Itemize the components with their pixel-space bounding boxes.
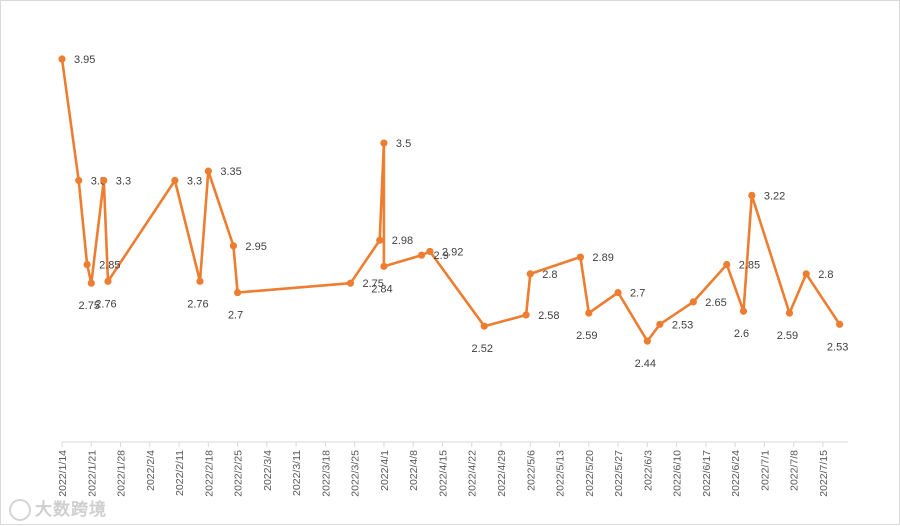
data-point xyxy=(376,236,384,244)
data-point xyxy=(233,288,242,297)
data-point xyxy=(480,322,488,330)
data-label: 2.53 xyxy=(672,319,693,331)
data-label: 2.53 xyxy=(827,341,848,353)
x-tick-label: 2022/2/25 xyxy=(233,450,245,497)
data-label: 2.59 xyxy=(777,330,798,342)
x-tick-label: 2022/7/8 xyxy=(789,450,801,491)
data-point xyxy=(83,260,91,269)
x-tick-label: 2022/5/6 xyxy=(525,450,537,491)
x-tick-label: 2022/4/8 xyxy=(408,450,420,491)
x-tick-label: 2022/3/25 xyxy=(350,450,362,497)
data-label: 2.65 xyxy=(705,297,726,309)
x-tick-label: 2022/5/20 xyxy=(584,450,596,497)
data-label: 2.85 xyxy=(739,260,760,272)
x-tick-label: 2022/3/4 xyxy=(262,450,274,491)
data-point xyxy=(100,176,108,185)
x-tick-label: 2022/4/29 xyxy=(496,450,508,497)
data-point xyxy=(723,260,731,269)
x-tick-label: 2022/7/15 xyxy=(818,450,830,497)
x-tick-label: 2022/4/15 xyxy=(437,450,449,497)
data-point xyxy=(802,270,810,278)
x-tick-label: 2022/4/22 xyxy=(467,450,479,497)
x-tick-label: 2022/2/11 xyxy=(174,450,186,496)
x-tick-label: 2022/6/24 xyxy=(730,450,742,497)
data-point xyxy=(346,279,355,287)
data-point xyxy=(526,270,534,278)
data-label: 2.95 xyxy=(245,241,266,253)
series-line xyxy=(60,57,841,343)
data-label: 2.58 xyxy=(538,310,559,322)
brand-logo-icon xyxy=(9,499,31,521)
data-label: 2.98 xyxy=(392,235,413,247)
data-point xyxy=(689,298,697,306)
x-tick-label: 2022/2/18 xyxy=(203,450,215,497)
data-label: 3.3 xyxy=(116,175,131,187)
data-label: 2.84 xyxy=(371,283,392,295)
data-point xyxy=(229,242,238,250)
data-label: 2.8 xyxy=(818,269,833,281)
data-label: 2.75 xyxy=(79,300,100,312)
data-point xyxy=(380,139,388,147)
x-tick-label: 2022/7/1 xyxy=(759,450,771,491)
data-point xyxy=(171,176,179,185)
data-point xyxy=(643,337,651,345)
x-tick-label: 2022/3/11 xyxy=(291,450,303,496)
data-point xyxy=(614,288,622,297)
x-tick-label: 2022/1/28 xyxy=(116,450,128,497)
data-label: 3.3 xyxy=(187,175,202,187)
data-label: 2.44 xyxy=(635,358,656,370)
data-label: 3.5 xyxy=(396,138,411,150)
x-tick-label: 2022/2/4 xyxy=(145,450,157,491)
watermark: 大数跨境 xyxy=(9,495,107,521)
data-point xyxy=(417,251,426,259)
x-tick-label: 2022/1/14 xyxy=(57,450,69,497)
data-point xyxy=(585,309,593,317)
data-label: 2.85 xyxy=(99,260,120,272)
data-point xyxy=(204,167,212,175)
data-point xyxy=(785,309,794,317)
data-label: 3.22 xyxy=(764,190,785,202)
data-label: 2.6 xyxy=(734,328,749,340)
data-point xyxy=(576,253,585,261)
data-label: 3.95 xyxy=(74,54,95,66)
data-point xyxy=(380,262,388,270)
data-label: 2.7 xyxy=(228,310,243,322)
data-point xyxy=(656,320,664,328)
data-point xyxy=(739,307,748,315)
x-tick-label: 2022/5/27 xyxy=(613,450,625,497)
data-point xyxy=(196,277,204,285)
data-point xyxy=(58,55,66,63)
data-point xyxy=(104,277,112,285)
data-label: 2.75 xyxy=(362,278,383,290)
data-label: 2.52 xyxy=(472,343,493,355)
data-point xyxy=(836,320,844,328)
data-label: 2.76 xyxy=(187,298,208,310)
data-label: 2.59 xyxy=(576,330,597,342)
data-label: 2.9 xyxy=(434,250,449,262)
data-point xyxy=(748,191,756,199)
x-tick-label: 2022/6/10 xyxy=(672,450,684,497)
data-point xyxy=(87,279,95,287)
x-tick-label: 2022/5/13 xyxy=(555,450,567,497)
x-tick-label: 2022/3/18 xyxy=(320,450,332,497)
x-tick-label: 2022/6/3 xyxy=(642,450,654,491)
watermark-text: 大数跨境 xyxy=(35,500,107,520)
data-point xyxy=(522,311,530,319)
x-tick-label: 2022/4/1 xyxy=(379,450,391,491)
x-tick-label: 2022/1/21 xyxy=(86,450,98,497)
data-label: 3.35 xyxy=(220,166,241,178)
data-label: 2.89 xyxy=(592,252,613,264)
data-point xyxy=(75,176,83,185)
data-label: 2.92 xyxy=(442,246,463,258)
data-point xyxy=(426,247,434,256)
data-label: 2.7 xyxy=(630,288,645,300)
data-label: 2.76 xyxy=(95,298,116,310)
data-label: 2.8 xyxy=(542,269,557,281)
x-tick-label: 2022/6/17 xyxy=(701,450,713,497)
